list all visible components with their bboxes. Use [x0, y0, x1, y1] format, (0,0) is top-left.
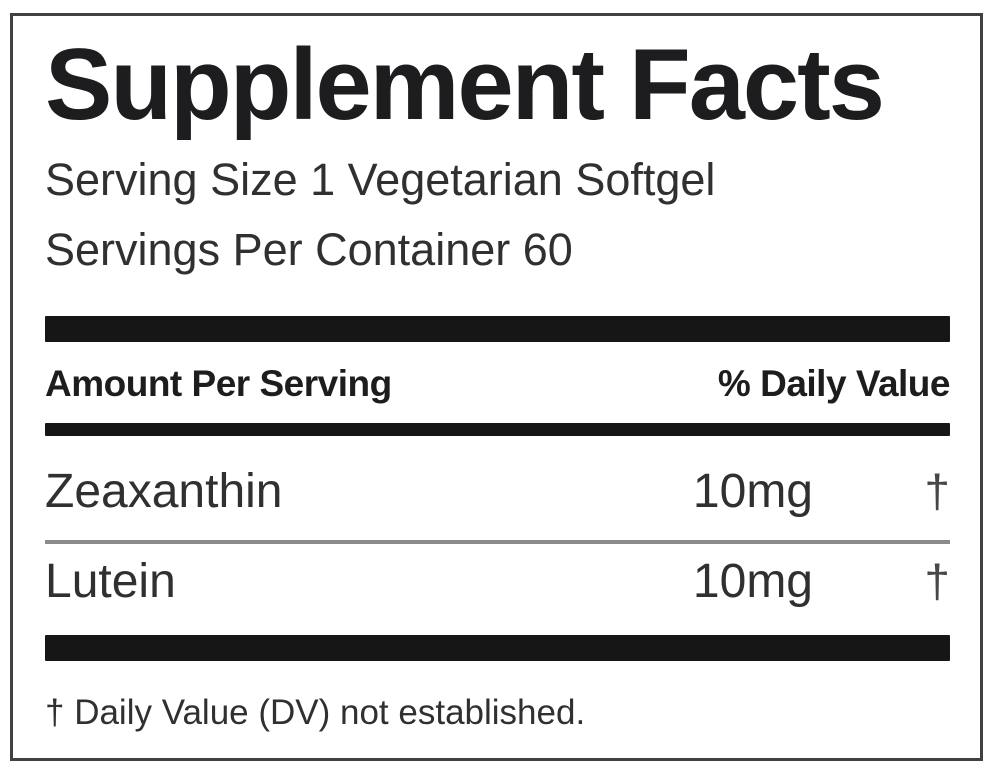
servings-per-container-text: Servings Per Container 60	[45, 224, 573, 275]
thick-rule-bottom	[45, 635, 950, 661]
daily-value-footnote: † Daily Value (DV) not established.	[45, 693, 586, 732]
ingredient-name: Lutein	[45, 555, 176, 608]
column-header-row: Amount Per Serving % Daily Value	[45, 363, 951, 405]
ingredient-name: Zeaxanthin	[45, 465, 283, 518]
ingredient-row: Lutein 10mg †	[45, 554, 950, 609]
thick-rule-top	[45, 316, 950, 342]
serving-size-text: Serving Size 1 Vegetarian Softgel	[45, 154, 716, 205]
row-divider-rule	[45, 540, 950, 544]
ingredient-amount: 10mg	[692, 555, 813, 608]
ingredient-amount: 10mg	[692, 465, 813, 518]
label-title: Supplement Facts	[45, 29, 885, 141]
amount-per-serving-header: Amount Per Serving	[45, 363, 392, 404]
header-rule	[45, 423, 950, 436]
daily-value-header: % Daily Value	[717, 363, 951, 404]
ingredient-row: Zeaxanthin 10mg †	[45, 464, 950, 519]
daily-value-dagger-symbol: †	[924, 555, 950, 607]
label-panel: Supplement Facts Serving Size 1 Vegetari…	[10, 13, 983, 761]
daily-value-dagger-symbol: †	[924, 465, 950, 517]
